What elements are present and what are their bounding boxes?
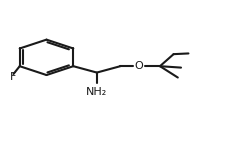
Text: O: O <box>134 61 143 71</box>
Text: F: F <box>10 72 17 82</box>
Text: NH₂: NH₂ <box>86 87 108 97</box>
